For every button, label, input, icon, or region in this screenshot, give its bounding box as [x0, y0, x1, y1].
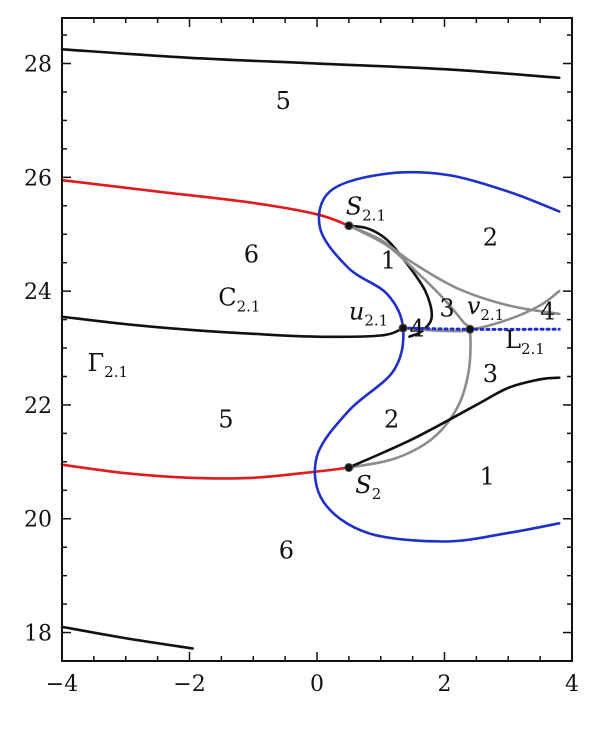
region-label-9: 3: [439, 295, 454, 323]
region-label-17: S2: [355, 471, 381, 503]
curve-red-3: [60, 463, 351, 480]
x-tick-label-3: 2: [438, 672, 452, 697]
region-label-6: S2.1: [346, 192, 386, 224]
region-label-15: 3: [483, 360, 498, 388]
curve-gray-9: [347, 224, 561, 316]
curve-black-10: [347, 376, 561, 469]
marked-point-0: [344, 221, 354, 231]
region-label-13: 4: [540, 298, 555, 326]
curve-gray-8: [401, 289, 561, 333]
curve-red-2: [60, 178, 351, 227]
region-label-4: 5: [218, 406, 233, 434]
region-label-16: 2: [384, 406, 399, 434]
y-tick-label-2: 22: [24, 394, 52, 419]
y-tick-label-0: 18: [24, 622, 52, 647]
region-label-5: 6: [279, 537, 294, 565]
x-tick-label-2: 0: [310, 672, 324, 697]
x-tick-label-1: −2: [173, 672, 205, 697]
y-tick-label-1: 20: [24, 508, 52, 533]
region-label-8: 2: [483, 224, 498, 252]
y-tick-label-4: 26: [24, 166, 52, 191]
plot-frame: [61, 17, 573, 662]
curve-black-0: [60, 47, 561, 80]
region-label-2: C2.1: [218, 283, 260, 315]
marked-point-3: [344, 463, 354, 473]
curve-black-1: [60, 625, 194, 650]
curve-black-4: [60, 315, 405, 339]
region-label-7: 1: [381, 246, 396, 274]
y-tick-label-5: 28: [24, 53, 52, 78]
curves: [60, 47, 561, 650]
region-label-12: v2.1: [467, 292, 504, 324]
y-tick-label-3: 24: [24, 280, 52, 305]
marked-point-1: [398, 323, 408, 333]
region-label-18: 1: [480, 463, 495, 491]
region-label-11: 4: [409, 315, 424, 343]
region-label-1: 6: [244, 241, 259, 269]
region-label-0: 5: [276, 87, 291, 115]
marked-points: [344, 221, 475, 473]
curve-dotted-11: [401, 326, 561, 331]
marked-point-2: [465, 324, 475, 334]
x-tick-label-0: −4: [46, 672, 78, 697]
region-label-14: L2.1: [505, 326, 545, 358]
region-label-10: u2.1: [349, 298, 388, 330]
x-tick-label-4: 4: [565, 672, 579, 697]
region-label-3: Γ2.1: [88, 349, 129, 381]
